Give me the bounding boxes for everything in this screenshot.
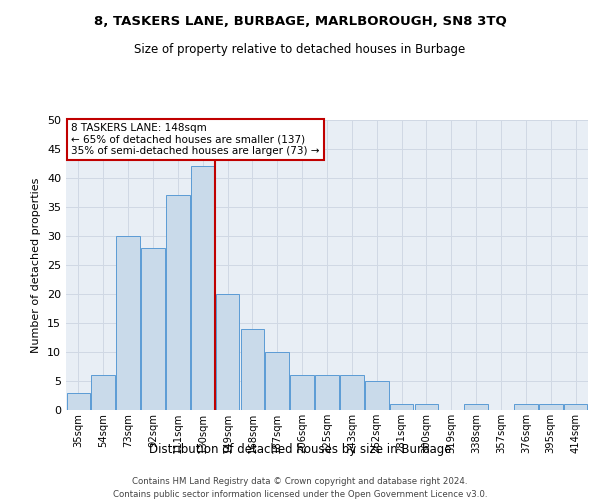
Bar bbox=[191, 166, 215, 410]
Bar bbox=[464, 404, 488, 410]
Text: Distribution of detached houses by size in Burbage: Distribution of detached houses by size … bbox=[149, 442, 451, 456]
Bar bbox=[216, 294, 239, 410]
Bar bbox=[241, 329, 264, 410]
Text: 8 TASKERS LANE: 148sqm
← 65% of detached houses are smaller (137)
35% of semi-de: 8 TASKERS LANE: 148sqm ← 65% of detached… bbox=[71, 123, 320, 156]
Bar bbox=[415, 404, 438, 410]
Bar bbox=[141, 248, 165, 410]
Text: Contains HM Land Registry data © Crown copyright and database right 2024.: Contains HM Land Registry data © Crown c… bbox=[132, 478, 468, 486]
Bar bbox=[539, 404, 563, 410]
Text: Size of property relative to detached houses in Burbage: Size of property relative to detached ho… bbox=[134, 42, 466, 56]
Bar bbox=[116, 236, 140, 410]
Bar bbox=[564, 404, 587, 410]
Text: Contains public sector information licensed under the Open Government Licence v3: Contains public sector information licen… bbox=[113, 490, 487, 499]
Bar bbox=[265, 352, 289, 410]
Y-axis label: Number of detached properties: Number of detached properties bbox=[31, 178, 41, 352]
Bar bbox=[166, 196, 190, 410]
Bar bbox=[91, 375, 115, 410]
Text: 8, TASKERS LANE, BURBAGE, MARLBOROUGH, SN8 3TQ: 8, TASKERS LANE, BURBAGE, MARLBOROUGH, S… bbox=[94, 15, 506, 28]
Bar bbox=[67, 392, 90, 410]
Bar bbox=[315, 375, 339, 410]
Bar bbox=[340, 375, 364, 410]
Bar bbox=[514, 404, 538, 410]
Bar bbox=[290, 375, 314, 410]
Bar bbox=[365, 381, 389, 410]
Bar bbox=[390, 404, 413, 410]
